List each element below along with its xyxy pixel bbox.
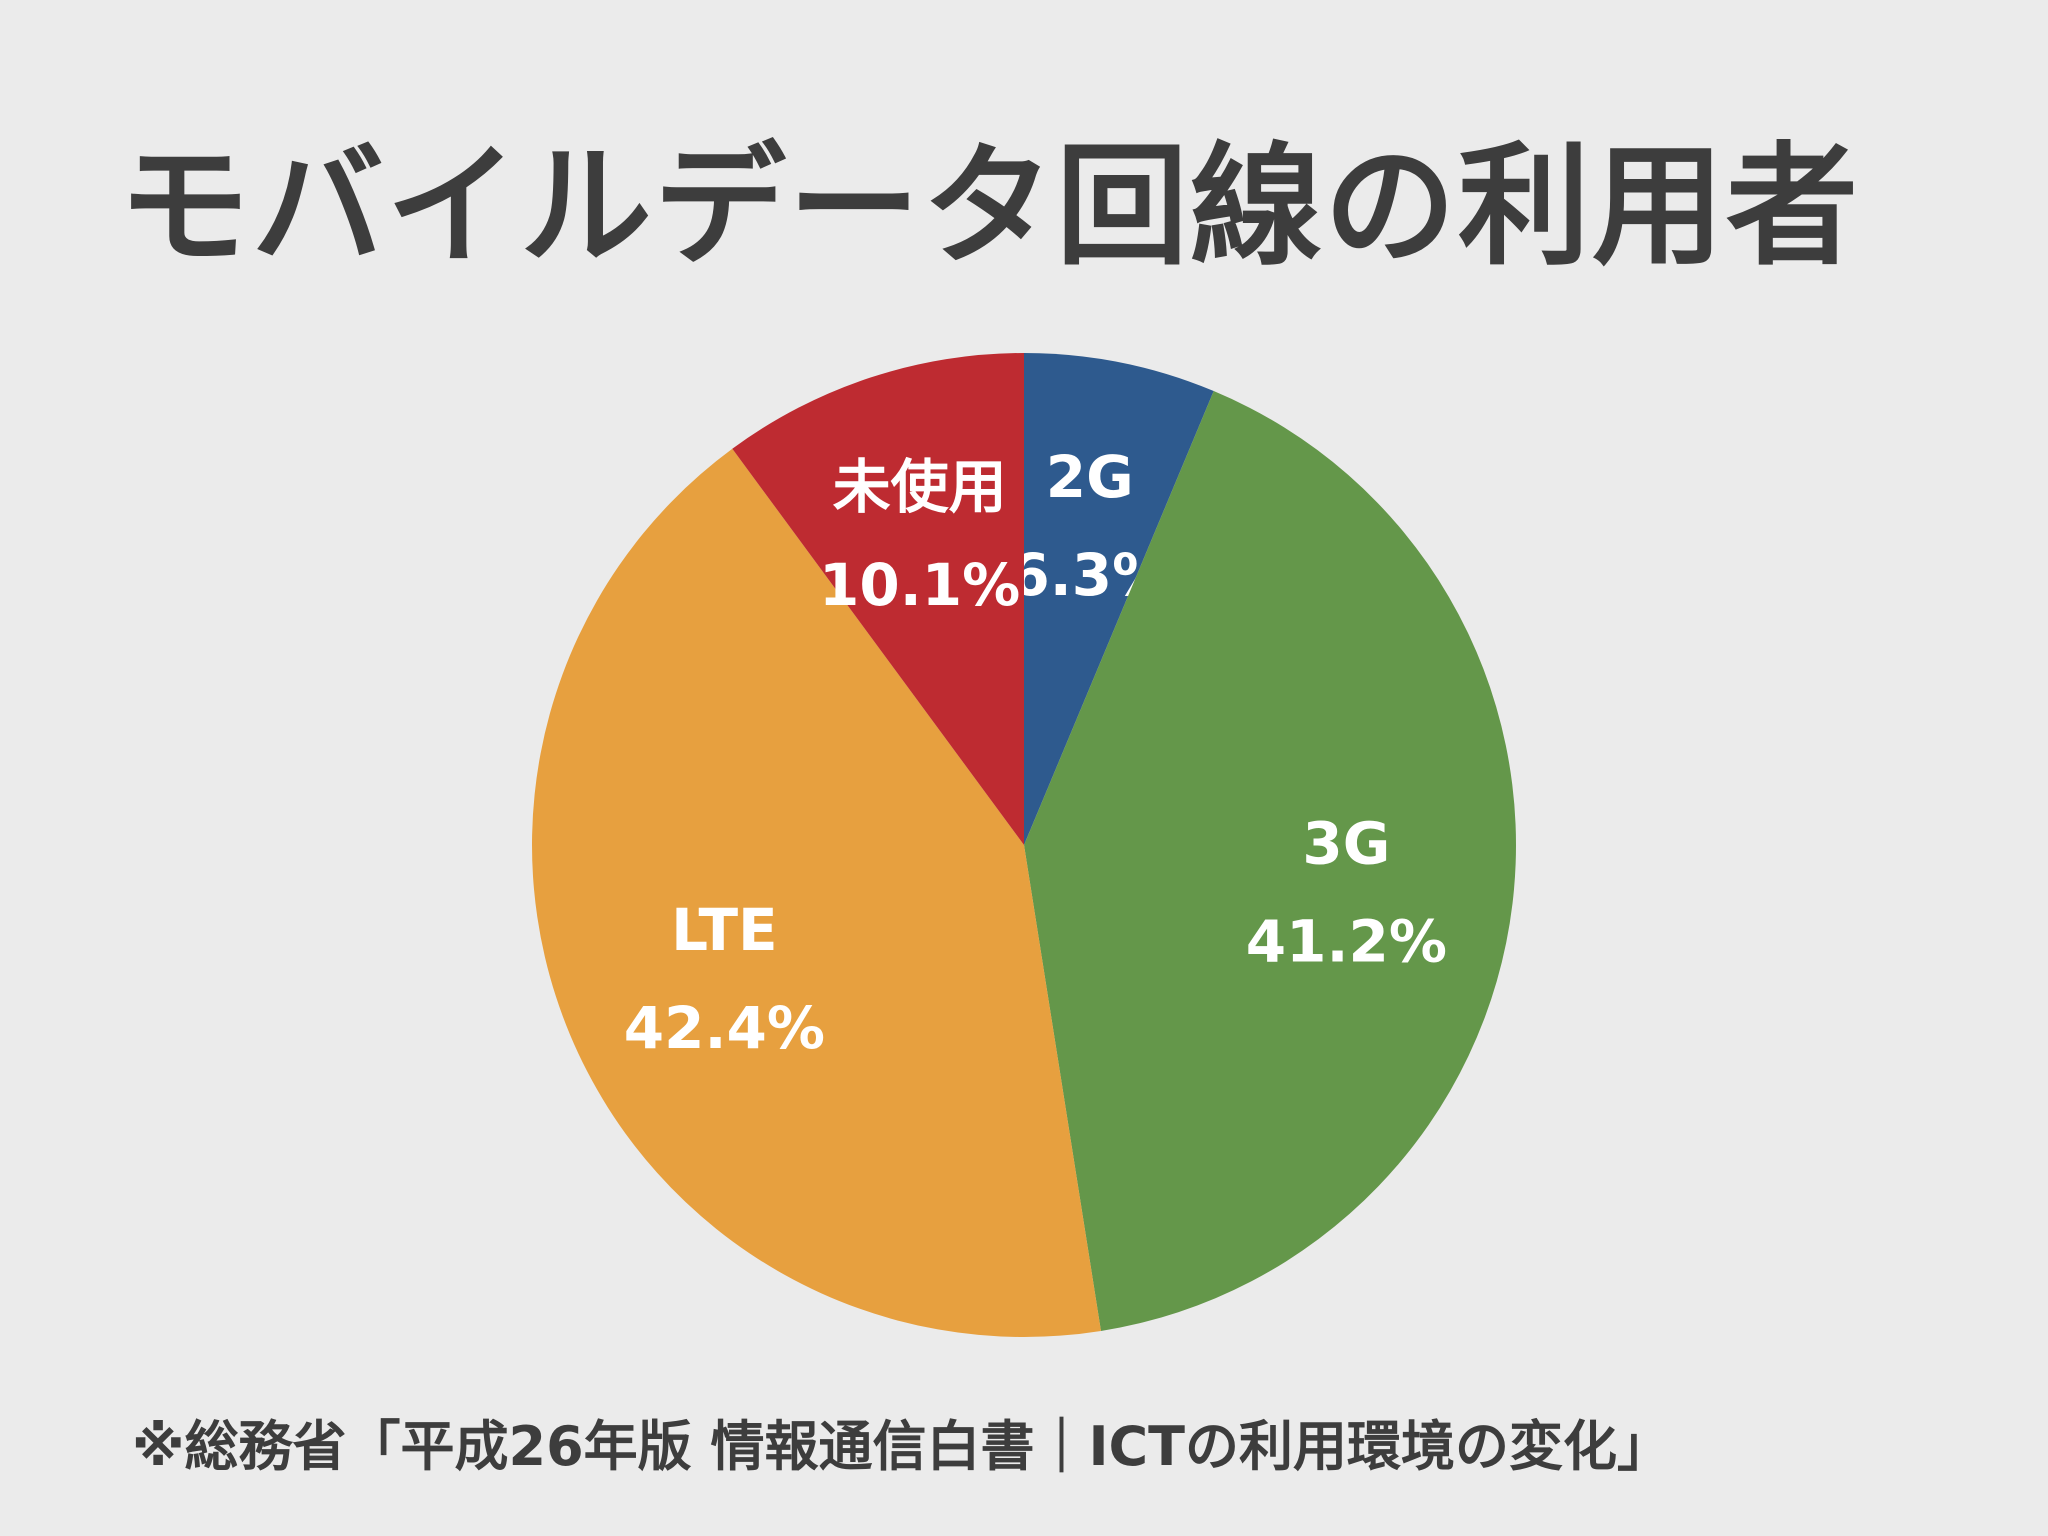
pie-slice-lte — [532, 448, 1101, 1337]
chart-title: モバイルデータ回線の利用者 — [118, 130, 1860, 284]
source-note: ※総務省「平成26年版 情報通信白書｜ICTの利用環境の変化」 — [132, 1415, 1671, 1478]
pie-slice-3g — [1024, 391, 1516, 1331]
slice-label-3g: 3G — [1302, 810, 1390, 878]
slice-label-2g: 2G — [1046, 443, 1134, 511]
slice-value-slice-4: 10.1% — [819, 551, 1020, 619]
slice-label-slice-4: 未使用 — [833, 453, 1007, 521]
pie-slice-2g — [1024, 353, 1214, 845]
pie-slice-slice-4 — [732, 353, 1024, 845]
slice-value-3g: 41.2% — [1246, 908, 1447, 976]
slice-value-lte: 42.4% — [624, 994, 825, 1062]
slice-label-lte: LTE — [671, 896, 778, 964]
